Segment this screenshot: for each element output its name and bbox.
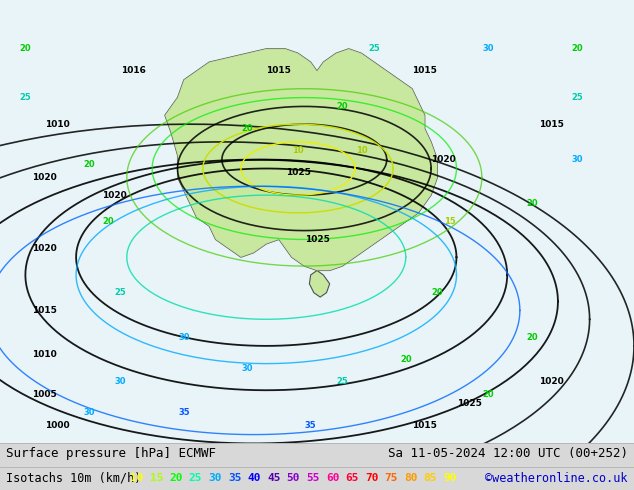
Text: 20: 20 [482,390,494,399]
Text: 20: 20 [527,199,538,208]
Text: 25: 25 [20,93,31,102]
Text: 30: 30 [178,333,190,342]
Text: 20: 20 [432,288,443,297]
Text: 30: 30 [571,155,583,164]
Text: 1015: 1015 [266,67,292,75]
Text: 1020: 1020 [32,173,57,182]
Text: 25: 25 [115,288,126,297]
Text: 20: 20 [169,473,183,483]
Text: 45: 45 [267,473,280,483]
Text: 15: 15 [150,473,163,483]
Text: 30: 30 [242,364,253,372]
Text: ©weatheronline.co.uk: ©weatheronline.co.uk [485,472,628,485]
Text: 20: 20 [242,124,253,133]
Text: Sa 11-05-2024 12:00 UTC (00+252): Sa 11-05-2024 12:00 UTC (00+252) [387,447,628,460]
Text: 40: 40 [247,473,261,483]
Text: 70: 70 [365,473,378,483]
Text: 1015: 1015 [412,421,437,430]
Text: 1000: 1000 [45,421,69,430]
Polygon shape [165,49,437,270]
Text: 25: 25 [571,93,583,102]
Text: 35: 35 [228,473,242,483]
Text: 35: 35 [178,408,190,417]
Text: 90: 90 [443,473,456,483]
Text: 20: 20 [20,44,31,53]
Text: 10: 10 [130,473,143,483]
Text: 1025: 1025 [304,235,330,244]
Text: 55: 55 [306,473,320,483]
Text: 30: 30 [482,44,494,53]
Text: 20: 20 [102,217,113,226]
Text: 1020: 1020 [539,377,564,386]
Polygon shape [309,270,330,297]
Text: 1015: 1015 [32,306,57,315]
Text: 1015: 1015 [539,120,564,129]
Polygon shape [165,49,437,270]
Text: 1005: 1005 [32,390,57,399]
Text: 10: 10 [292,147,304,155]
Text: 1020: 1020 [431,155,456,164]
Text: 25: 25 [368,44,380,53]
Text: 30: 30 [115,377,126,386]
Text: 20: 20 [400,355,411,364]
Text: 15: 15 [444,217,456,226]
Text: 10: 10 [356,147,367,155]
Text: 20: 20 [571,44,583,53]
Text: 20: 20 [83,160,94,169]
Text: Isotachs 10m (km/h): Isotachs 10m (km/h) [6,472,149,485]
Text: 20: 20 [527,333,538,342]
Text: 1025: 1025 [285,169,311,177]
Text: 25: 25 [189,473,202,483]
Text: 30: 30 [209,473,222,483]
Text: 85: 85 [424,473,437,483]
Text: 75: 75 [384,473,398,483]
Text: 1016: 1016 [120,67,146,75]
Text: 1020: 1020 [32,244,57,253]
Text: 1010: 1010 [32,350,57,359]
Text: 25: 25 [337,377,348,386]
Text: 60: 60 [326,473,339,483]
Text: 35: 35 [305,421,316,430]
Text: 30: 30 [83,408,94,417]
Text: 1010: 1010 [44,120,70,129]
Text: 50: 50 [287,473,300,483]
Text: 1015: 1015 [412,67,437,75]
Text: 80: 80 [404,473,418,483]
Text: 20: 20 [337,102,348,111]
Text: Surface pressure [hPa] ECMWF: Surface pressure [hPa] ECMWF [6,447,216,460]
Text: 1025: 1025 [456,399,482,408]
Text: 65: 65 [346,473,359,483]
Text: 1020: 1020 [101,191,127,199]
